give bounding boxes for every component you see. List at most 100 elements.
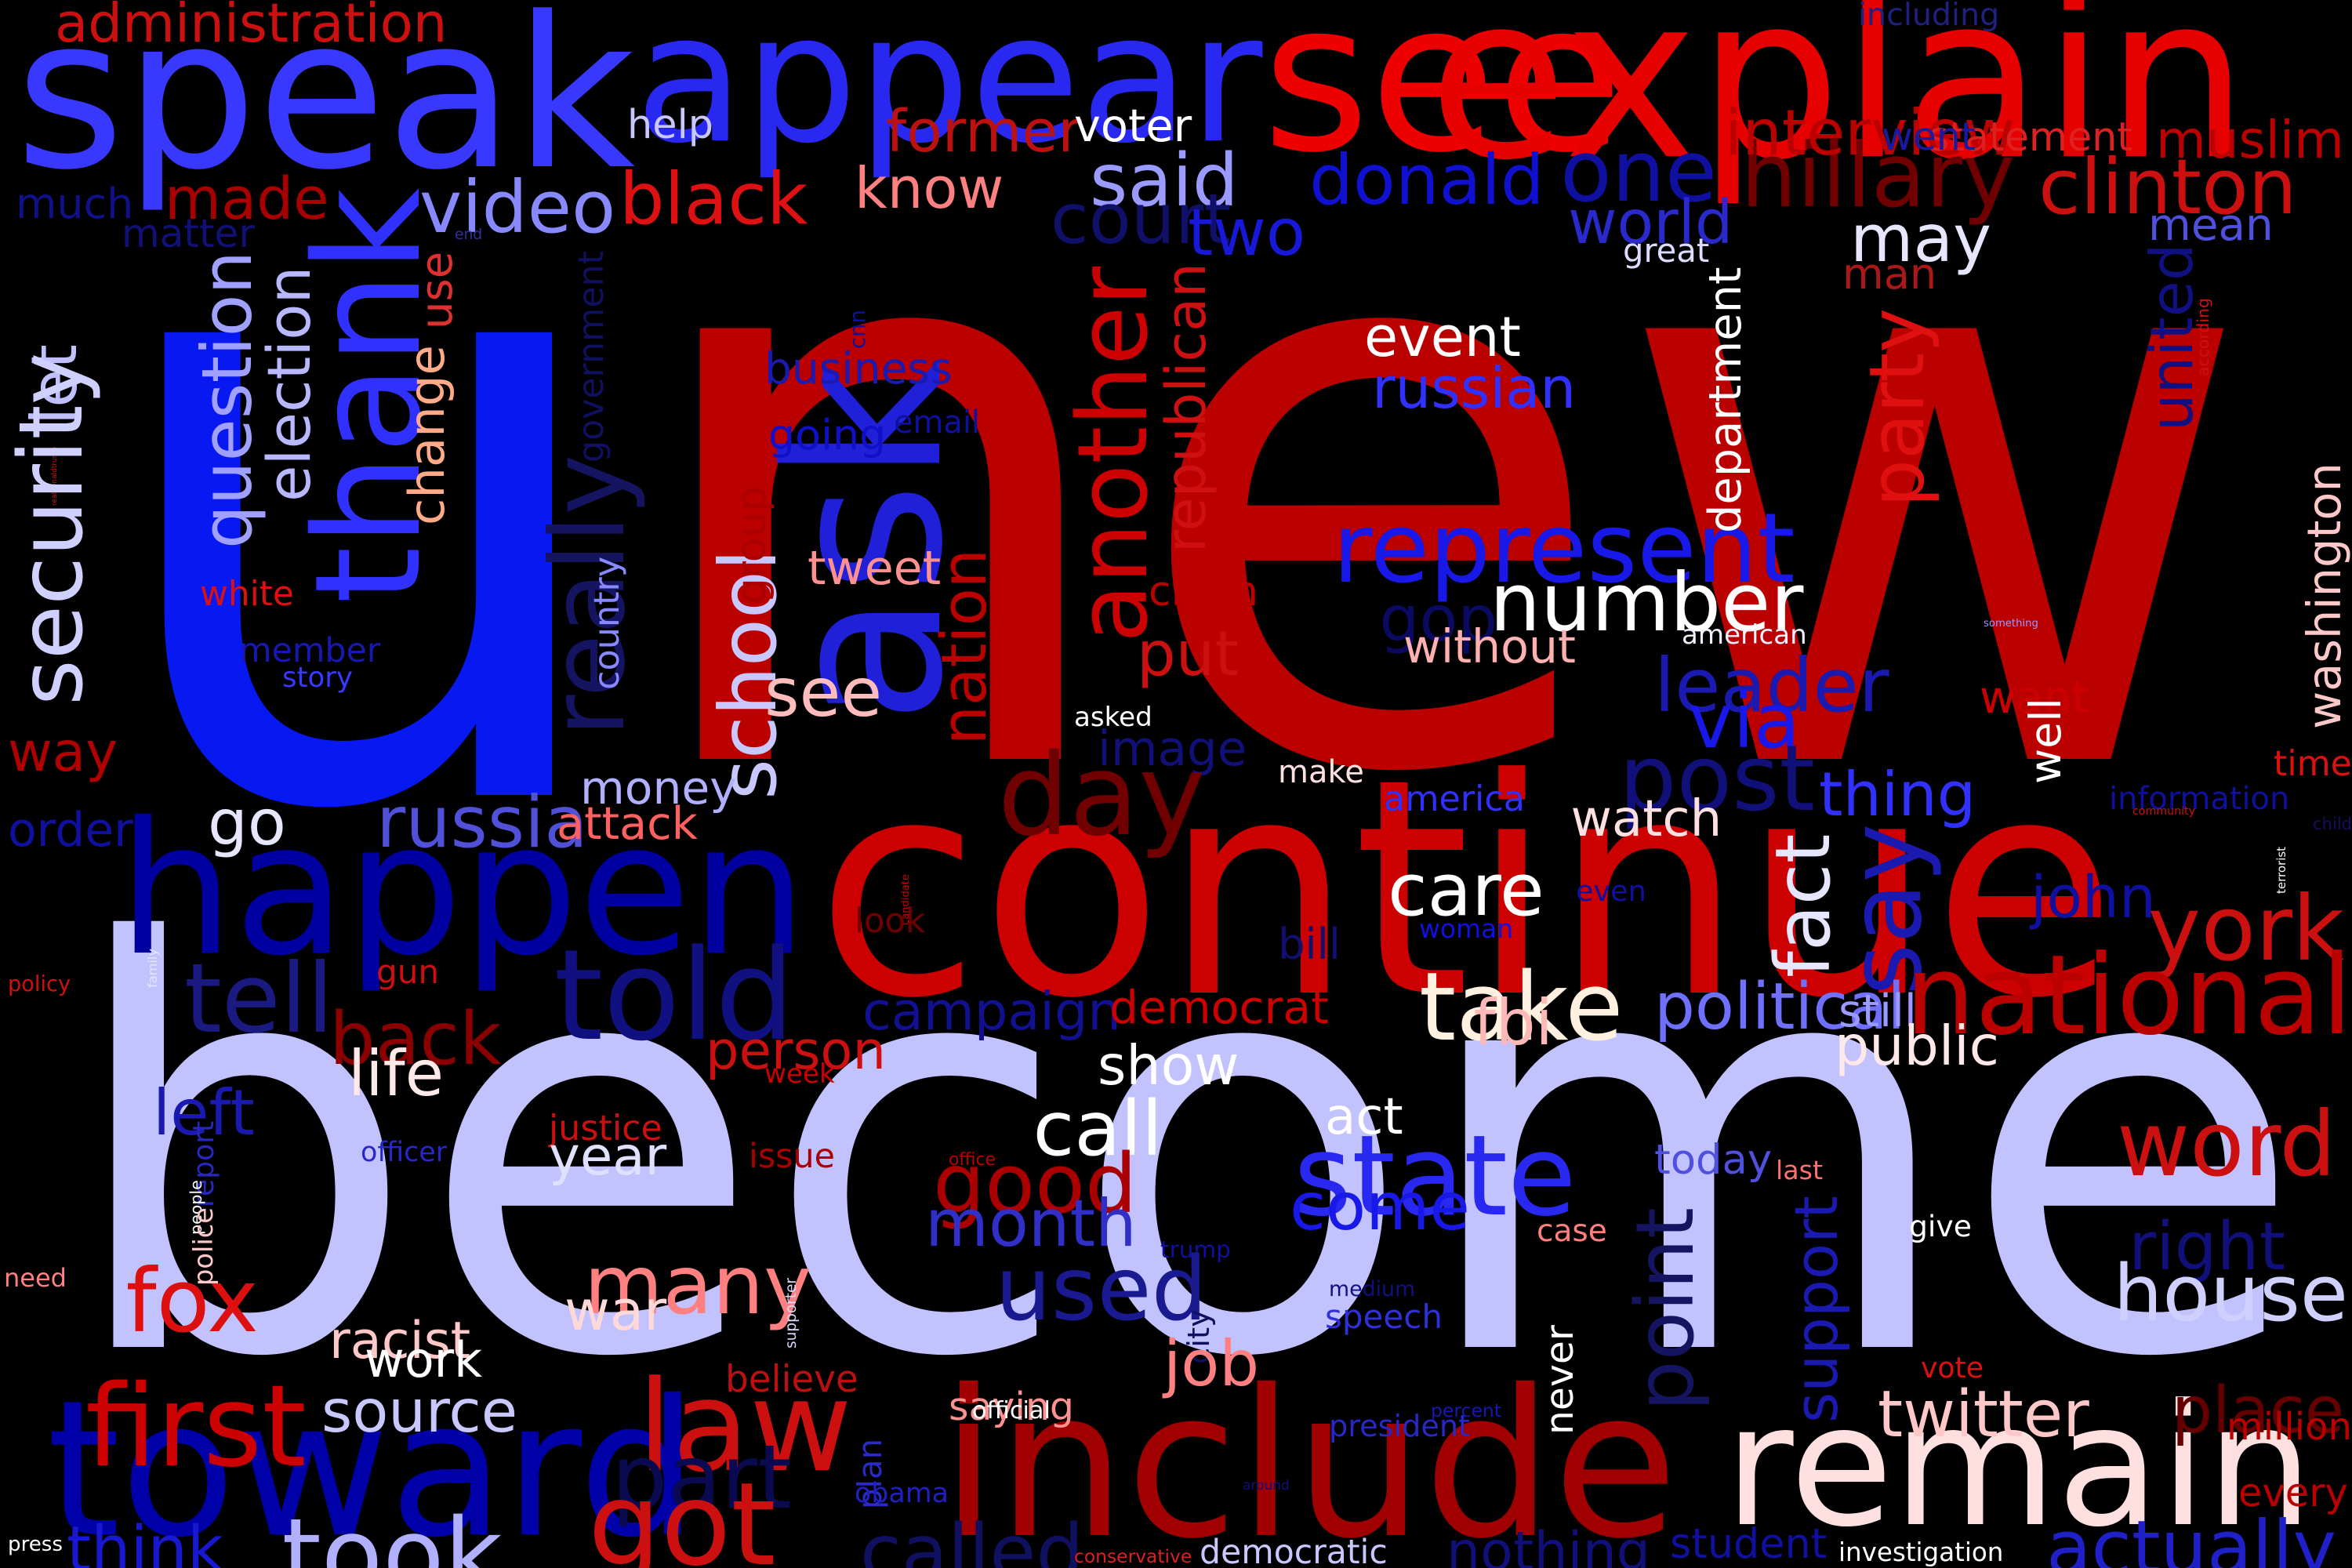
word-around: around — [1243, 1477, 1290, 1494]
word-many: many — [584, 1238, 812, 1333]
word-million: million — [2227, 1405, 2352, 1449]
word-number: number — [1490, 556, 1804, 650]
word-statement: statement — [1929, 113, 2132, 160]
word-information: information — [2109, 781, 2290, 817]
word-remain: remain — [1724, 1368, 2314, 1564]
word-democratic: democratic — [1200, 1532, 1388, 1568]
word-actually: actually — [2046, 1505, 2336, 1568]
word-world: world — [1568, 188, 1733, 258]
word-back: back — [329, 996, 502, 1081]
word-order: order — [8, 803, 133, 858]
word-official: official — [972, 1397, 1051, 1425]
word-month: month — [925, 1185, 1137, 1261]
word-go: go — [208, 786, 286, 859]
word-speech: speech — [1325, 1298, 1443, 1336]
word-day: day — [997, 730, 1206, 862]
word-made: made — [165, 165, 329, 233]
word-york: york — [2147, 877, 2345, 981]
word-student: student — [1670, 1520, 1828, 1568]
word-government-vertical: government — [572, 250, 612, 463]
word-watch: watch — [1570, 790, 1722, 848]
word-policy: policy — [8, 971, 71, 996]
word-called: called — [860, 1508, 1084, 1568]
word-look: look — [855, 901, 926, 941]
word-nothing: nothing — [1446, 1521, 1650, 1568]
word-think: think — [67, 1512, 223, 1568]
word-supporter-vertical: supporter — [782, 1277, 800, 1348]
word-took: took — [281, 1497, 503, 1568]
word-including: including — [1858, 0, 2000, 33]
word-former: former — [886, 96, 1082, 165]
word-conservative: conservative — [1074, 1544, 1192, 1567]
word-fbi: fbi — [1473, 986, 1553, 1059]
word-issue: issue — [749, 1136, 835, 1176]
word-week: week — [764, 1058, 835, 1090]
word-black: black — [619, 158, 808, 241]
word-gop: gop — [1379, 583, 1498, 655]
word-change-vertical: change — [397, 344, 456, 525]
word-office: office — [949, 1150, 996, 1170]
word-point-vertical: point — [1619, 1207, 1712, 1411]
word-care: care — [1388, 848, 1544, 932]
word-include: include — [940, 1347, 1679, 1568]
word-tell: tell — [184, 943, 334, 1054]
word-take: take — [1419, 953, 1624, 1062]
word-donald: donald — [1309, 140, 1544, 220]
word-racist: racist — [329, 1310, 471, 1370]
word-call: call — [1033, 1085, 1163, 1173]
word-work: work — [365, 1331, 483, 1388]
word-percent: percent — [1431, 1399, 1502, 1421]
word-press: press — [8, 1533, 63, 1556]
word-law: law — [637, 1353, 852, 1500]
word-explain: explain — [1428, 0, 2249, 210]
word-public: public — [1835, 1014, 2000, 1078]
word-video: video — [419, 165, 616, 249]
word-obama: obama — [855, 1477, 949, 1509]
word-still: still — [1838, 985, 1917, 1037]
word-left: left — [153, 1076, 255, 1149]
word-toward: toward — [46, 1359, 699, 1568]
word-believe: believe — [725, 1358, 858, 1401]
word-image: image — [1098, 720, 1247, 777]
word-washington-vertical: washington — [2296, 463, 2351, 729]
word-see: see — [764, 654, 883, 732]
word-use-vertical: use — [411, 251, 463, 329]
word-may: may — [1850, 201, 1991, 277]
word-vote: vote — [1921, 1351, 1984, 1385]
word-family-vertical: family — [145, 949, 160, 988]
word-story: story — [282, 662, 353, 694]
word-attack: attack — [557, 797, 698, 850]
word-russian: russian — [1372, 355, 1577, 421]
word-administration: administration — [55, 0, 448, 55]
word-muslim: muslim — [2156, 111, 2344, 170]
word-justice: justice — [549, 1109, 662, 1149]
word-case: case — [1537, 1213, 1607, 1249]
word-saying: saying — [949, 1384, 1074, 1429]
word-good: good — [933, 1136, 1138, 1232]
word-got: got — [588, 1457, 776, 1568]
word-going: going — [768, 410, 887, 459]
word-country-vertical: country — [586, 556, 627, 690]
word-life: life — [348, 1037, 444, 1110]
word-one: one — [1560, 123, 1718, 221]
word-interview: interview — [1725, 96, 2016, 169]
word-source: source — [321, 1376, 518, 1446]
word-white: white — [200, 573, 294, 614]
word-community: community — [2132, 805, 2196, 818]
word-investigation: investigation — [1838, 1537, 2004, 1567]
word-child: child — [2313, 813, 2352, 833]
word-party-vertical: party — [1853, 307, 1941, 507]
word-way: way — [8, 720, 118, 784]
word-trump: trump — [1160, 1236, 1231, 1263]
word-house: house — [2113, 1248, 2348, 1339]
word-fact-vertical: fact — [1759, 833, 1847, 978]
word-job: job — [1163, 1327, 1260, 1400]
word-see: see — [1262, 0, 1624, 198]
word-today: today — [1654, 1135, 1773, 1184]
word-u: u — [93, 9, 630, 995]
word-want: want — [1980, 671, 2089, 724]
word-show: show — [1098, 1034, 1240, 1098]
word-leader: leader — [1654, 642, 1889, 729]
word-man: man — [1842, 249, 1937, 299]
